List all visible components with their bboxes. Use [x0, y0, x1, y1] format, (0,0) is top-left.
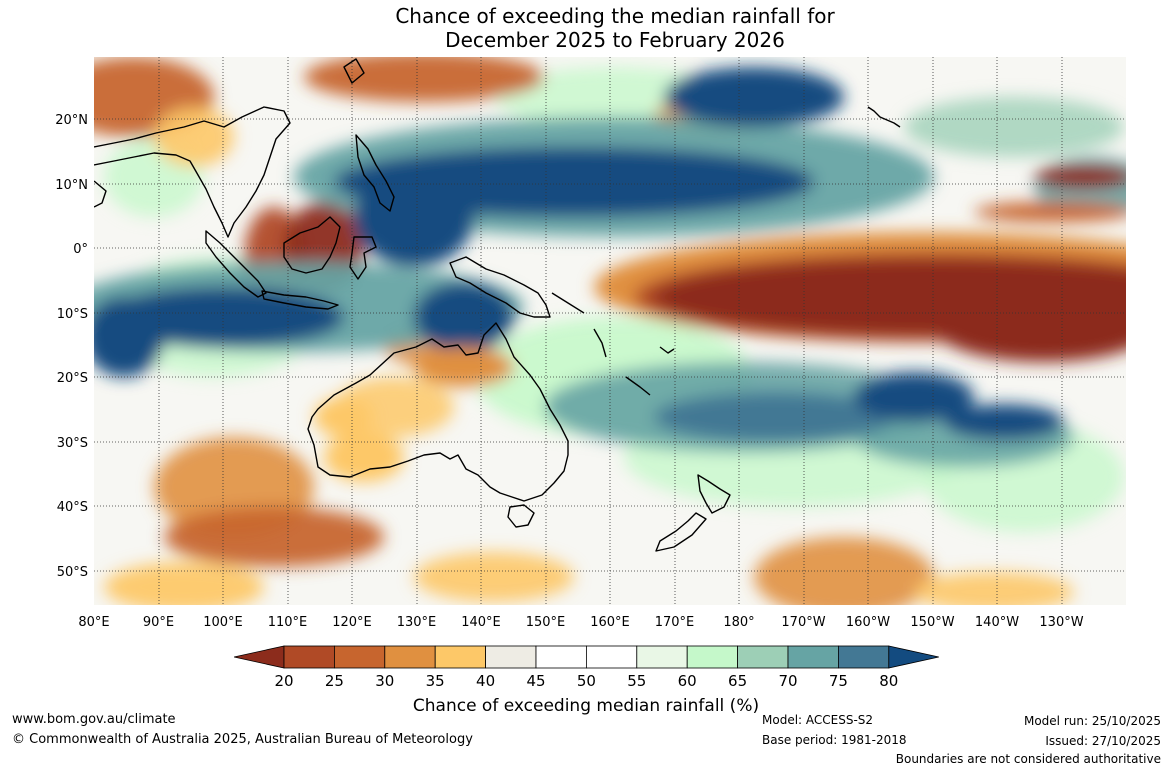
- coastline-vanuatu: [593, 328, 607, 358]
- footer-website: www.bom.gov.au/climate: [12, 712, 176, 727]
- footer-model: Model: ACCESS-S2: [762, 713, 874, 727]
- colorbar-segment: [535, 645, 587, 669]
- colorbar-segment: [485, 645, 537, 669]
- lon-tick-label: 150°E: [525, 615, 566, 630]
- colorbar-tick-label: 70: [778, 672, 798, 690]
- lon-tick-label: 180°: [723, 615, 755, 630]
- coastline-new-zealand-north: [697, 474, 731, 514]
- lon-tick-label: 160°W: [845, 615, 891, 630]
- coastlines: [94, 58, 901, 552]
- colorbar-tick-label: 40: [476, 672, 496, 690]
- colorbar-segment: [384, 645, 436, 669]
- map-title: Chance of exceeding the median rainfall …: [0, 4, 1173, 52]
- coastline-tasmania: [507, 504, 535, 528]
- coastline-india: [94, 180, 107, 208]
- lon-tick-label: 110°E: [267, 615, 308, 630]
- coastline-se-asia: [94, 106, 291, 238]
- colorbar-tick-label: 35: [425, 672, 445, 690]
- lat-tick-label: 30°S: [56, 435, 88, 451]
- lon-tick-label: 140°E: [461, 615, 501, 630]
- lon-tick-label: 130°E: [396, 615, 437, 630]
- lon-tick-label: 130°W: [1039, 615, 1084, 630]
- colorbar-tick-label: 25: [324, 672, 344, 690]
- coastline-new-guinea: [449, 256, 551, 318]
- colorbar-segment: [283, 645, 335, 669]
- footer-disclaimer: Boundaries are not considered authoritat…: [895, 752, 1161, 766]
- lon-tick-label: 140°W: [974, 615, 1020, 630]
- colorbar-tick-label: 20: [274, 672, 294, 690]
- colorbar-segment: [585, 645, 638, 669]
- colorbar-title: Chance of exceeding median rainfall (%): [412, 696, 760, 716]
- footer-issued: Issued: 27/10/2025: [1045, 734, 1161, 748]
- coastline-java: [261, 290, 339, 310]
- colorbar-tick-label: 30: [375, 672, 395, 690]
- colorbar-segment: [737, 645, 789, 669]
- colorbar-arrow-low: [234, 645, 285, 669]
- lat-tick-label: 0°: [73, 242, 88, 258]
- lon-tick-label: 150°W: [910, 615, 955, 630]
- rainfall-map-canvas: [94, 57, 1126, 605]
- colorbar-segment: [787, 645, 839, 669]
- lat-tick-label: 10°N: [55, 177, 88, 193]
- rainfall-map: [94, 57, 1126, 605]
- lon-tick-label: 170°W: [781, 615, 826, 630]
- lon-tick-label: 80°E: [78, 615, 110, 630]
- colorbar-arrow-high: [888, 645, 939, 669]
- colorbar-tick-label: 65: [728, 672, 748, 690]
- colorbar-tick-label: 75: [828, 672, 848, 690]
- title-line-1: Chance of exceeding the median rainfall …: [395, 4, 835, 28]
- colorbar-segment: [838, 645, 890, 669]
- lon-tick-label: 120°E: [332, 615, 372, 630]
- footer-model-run: Model run: 25/10/2025: [1023, 714, 1161, 728]
- coastline-new-caledonia: [625, 376, 651, 396]
- lat-tick-label: 10°S: [56, 306, 88, 322]
- coastline-new-zealand-south: [655, 512, 707, 552]
- footer-copyright: © Commonwealth of Australia 2025, Austra…: [12, 732, 473, 747]
- colorbar-segment: [686, 645, 739, 669]
- lat-tick-label: 20°N: [55, 113, 88, 129]
- lon-tick-label: 90°E: [142, 615, 175, 630]
- coastline-borneo: [283, 216, 341, 274]
- colorbar-tick-label: 45: [526, 672, 546, 690]
- colorbar: [234, 645, 939, 669]
- coastline-solomon: [551, 292, 585, 314]
- coastline-fiji: [659, 346, 675, 354]
- coastline-japan: [343, 58, 365, 84]
- lat-tick-label: 40°S: [56, 500, 88, 516]
- footer-base-period: Base period: 1981-2018: [762, 733, 907, 747]
- coastline-sulawesi: [349, 236, 377, 280]
- colorbar-segment: [434, 645, 486, 669]
- lon-tick-label: 100°E: [203, 615, 243, 630]
- colorbar-tick-label: 60: [677, 672, 697, 690]
- graticule: [94, 57, 1126, 605]
- lon-tick-label: 160°E: [590, 615, 630, 630]
- colorbar-tick-label: 80: [879, 672, 899, 690]
- coastline-sumatra: [205, 230, 267, 298]
- colorbar-segment: [636, 645, 688, 669]
- lon-tick-label: 170°E: [654, 615, 695, 630]
- colorbar-tick-label: 55: [627, 672, 647, 690]
- lat-tick-label: 20°S: [56, 371, 88, 387]
- title-line-2: December 2025 to February 2026: [445, 28, 785, 52]
- coastline-hawaii: [867, 106, 901, 128]
- coastline-australia: [307, 322, 569, 502]
- colorbar-tick-label: 50: [576, 672, 596, 690]
- coastline-philippines: [355, 134, 395, 212]
- lat-tick-label: 50°S: [56, 564, 88, 580]
- colorbar-segment: [334, 645, 386, 669]
